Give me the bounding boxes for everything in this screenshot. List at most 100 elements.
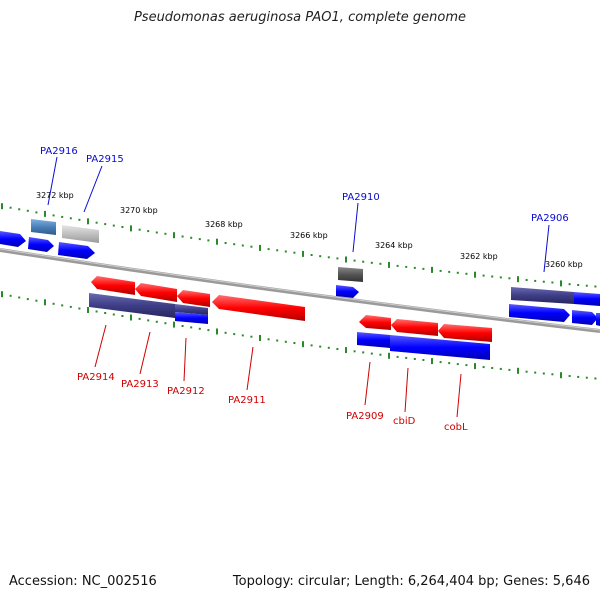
minor-tick xyxy=(508,277,511,280)
minor-tick xyxy=(233,243,236,246)
minor-tick xyxy=(327,346,330,349)
minor-tick xyxy=(413,266,416,269)
gene-arrow[interactable] xyxy=(338,267,363,282)
gene-arrow[interactable] xyxy=(31,219,56,235)
gene-arrow[interactable] xyxy=(509,304,570,322)
gene-label: PA2910 xyxy=(342,192,380,203)
reverse-genes xyxy=(89,276,492,360)
minor-tick xyxy=(147,230,150,233)
gene-arrow[interactable] xyxy=(357,332,390,348)
gene-arrow[interactable] xyxy=(336,285,359,298)
major-tick xyxy=(431,358,433,365)
minor-tick xyxy=(293,342,296,344)
gene-arrow[interactable] xyxy=(28,237,54,252)
gene-arrow[interactable] xyxy=(89,293,175,318)
minor-tick xyxy=(241,334,244,337)
gene-arrow[interactable] xyxy=(62,225,99,243)
minor-tick xyxy=(439,269,442,272)
gene-arrow[interactable] xyxy=(359,315,391,330)
minor-tick xyxy=(327,256,330,259)
minor-tick xyxy=(577,375,580,378)
major-tick xyxy=(560,280,562,287)
gene-label: PA2914 xyxy=(77,372,115,383)
gene-arrow[interactable] xyxy=(438,324,492,342)
major-tick xyxy=(431,266,433,273)
minor-tick xyxy=(370,261,373,264)
minor-tick xyxy=(534,279,537,282)
minor-tick xyxy=(18,296,21,299)
gene-arrow[interactable] xyxy=(390,335,490,360)
minor-tick xyxy=(465,272,468,275)
minor-tick xyxy=(422,359,425,361)
minor-tick xyxy=(353,350,356,353)
major-tick xyxy=(1,203,3,210)
tick-label: 3266 kbp xyxy=(290,231,328,240)
major-tick xyxy=(302,250,304,257)
major-tick xyxy=(130,225,132,232)
minor-tick xyxy=(594,377,597,380)
gene-arrow[interactable] xyxy=(177,290,210,307)
major-tick xyxy=(302,341,304,348)
accession-text: Accession: NC_002516 xyxy=(9,574,157,589)
gene-arrow[interactable] xyxy=(58,242,95,259)
minor-tick xyxy=(147,319,150,322)
minor-tick xyxy=(362,351,365,354)
minor-tick xyxy=(26,209,29,212)
minor-tick xyxy=(190,236,193,239)
minor-tick xyxy=(370,352,373,355)
minor-tick xyxy=(379,353,382,356)
minor-tick xyxy=(276,249,279,252)
gene-arrow[interactable] xyxy=(0,231,26,247)
tick-label: 3268 kbp xyxy=(205,220,243,229)
minor-tick xyxy=(181,235,184,238)
gene-arrow[interactable] xyxy=(175,312,208,324)
minor-tick xyxy=(121,226,124,228)
minor-tick xyxy=(224,242,227,244)
minor-tick xyxy=(284,250,287,253)
minor-tick xyxy=(396,264,399,267)
gene-arrow[interactable] xyxy=(596,313,600,326)
gene-arrow[interactable] xyxy=(391,319,438,336)
gene-label: PA2906 xyxy=(531,213,569,224)
gene-arrow[interactable] xyxy=(574,292,600,306)
gene-arrow[interactable] xyxy=(91,276,135,295)
minor-tick xyxy=(284,340,287,343)
minor-tick xyxy=(551,281,554,284)
minor-tick xyxy=(310,344,313,347)
major-tick xyxy=(388,261,390,268)
gene-arrow[interactable] xyxy=(212,295,305,321)
minor-tick xyxy=(250,245,253,248)
major-tick xyxy=(345,347,347,354)
minor-tick xyxy=(568,375,571,377)
gene-arrow[interactable] xyxy=(175,304,208,315)
forward-genes xyxy=(0,219,600,326)
gene-arrow[interactable] xyxy=(572,310,598,325)
minor-tick xyxy=(224,331,227,334)
minor-tick xyxy=(456,271,459,274)
minor-tick xyxy=(310,254,313,256)
minor-tick xyxy=(26,298,29,301)
major-tick xyxy=(259,335,261,341)
gene-arrow[interactable] xyxy=(511,287,574,304)
minor-tick xyxy=(207,239,210,242)
map-title: Pseudomonas aeruginosa PAO1, complete ge… xyxy=(133,10,467,25)
minor-tick xyxy=(525,279,528,281)
minor-tick xyxy=(181,325,184,327)
tick-label: 3270 kbp xyxy=(120,206,158,215)
minor-tick xyxy=(336,257,339,260)
gene-arrow[interactable] xyxy=(135,283,177,302)
major-tick xyxy=(560,372,562,379)
minor-tick xyxy=(52,214,55,217)
major-tick xyxy=(173,232,175,239)
minor-tick xyxy=(138,228,141,231)
minor-tick xyxy=(456,363,459,366)
minor-tick xyxy=(491,275,494,278)
gene-label: PA2912 xyxy=(167,386,205,397)
minor-tick xyxy=(293,251,296,254)
minor-tick xyxy=(422,267,425,270)
minor-tick xyxy=(61,215,64,218)
gene-label: PA2909 xyxy=(346,411,384,422)
minor-tick xyxy=(267,338,270,341)
minor-tick xyxy=(594,285,597,288)
